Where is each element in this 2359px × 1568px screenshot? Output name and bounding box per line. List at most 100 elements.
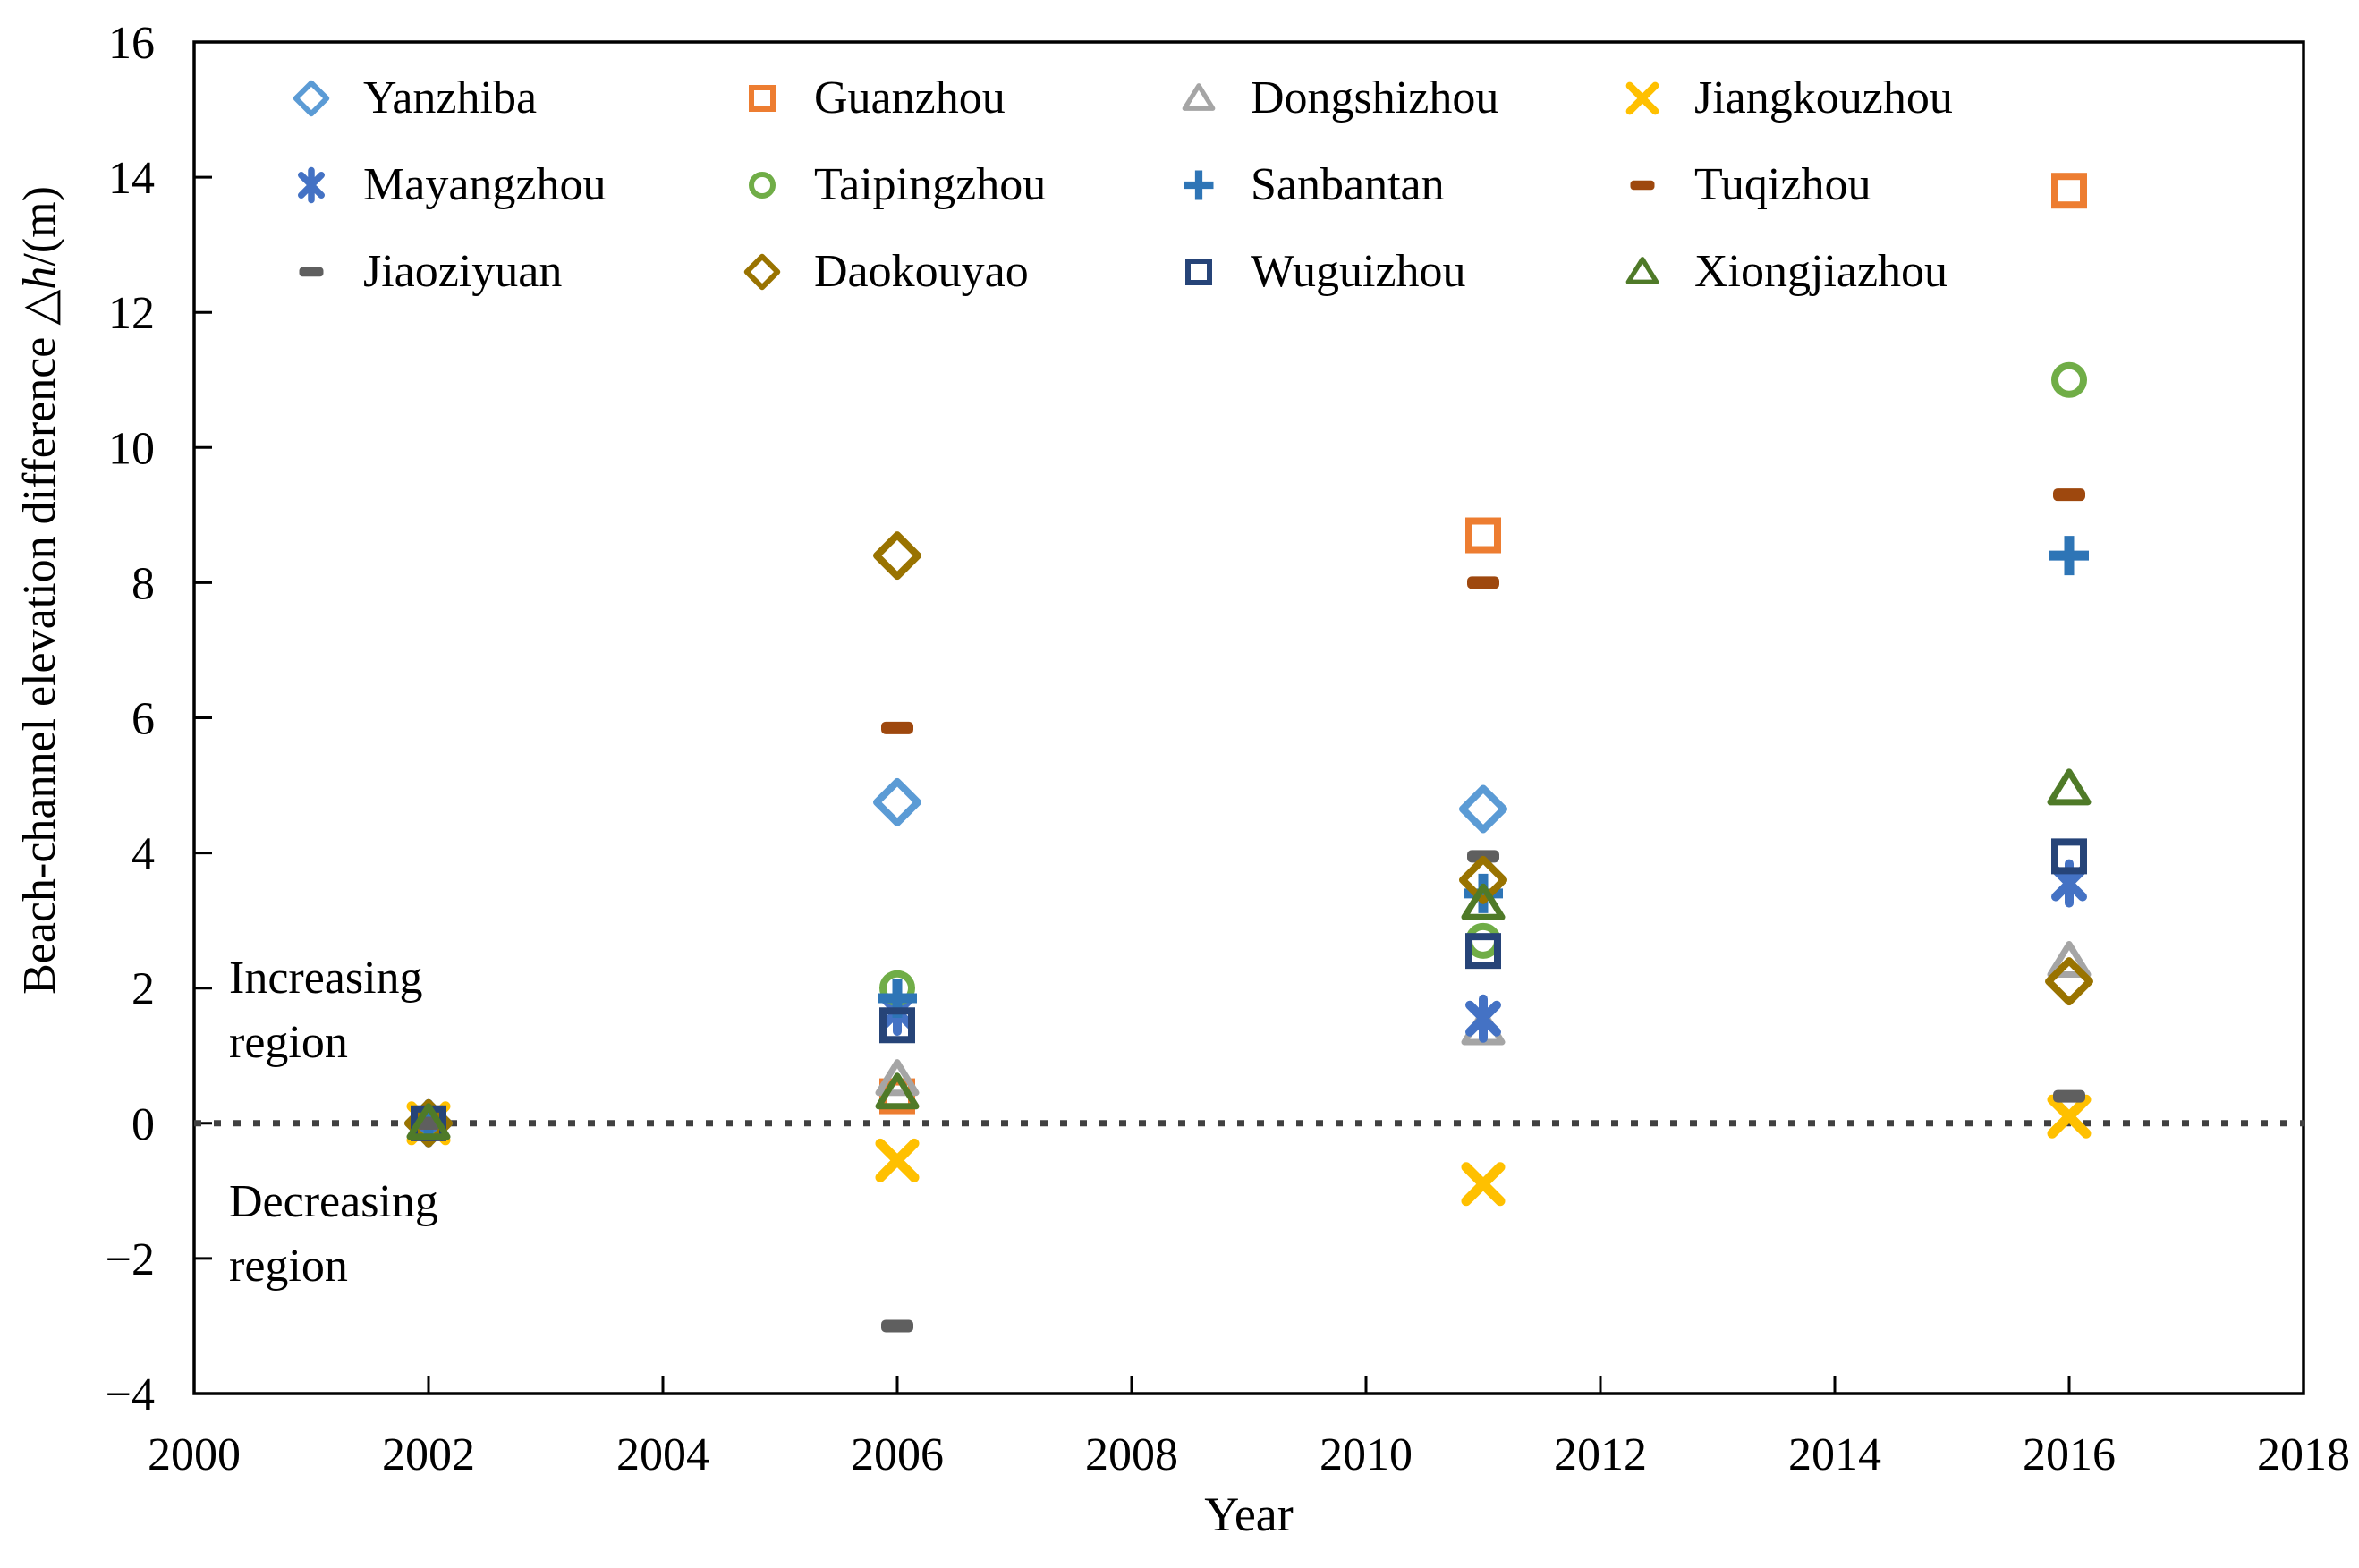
- open-triangle-marker: [2047, 940, 2092, 978]
- open-square-icon: [749, 84, 776, 112]
- dash-marker: [2053, 1089, 2085, 1103]
- legend-label: Xiongjiazhou: [1694, 246, 1948, 297]
- x-tick-label: 2000: [148, 1429, 241, 1480]
- open-square-marker: [879, 1007, 915, 1044]
- asterisk-marker: [1465, 994, 1501, 1043]
- open-diamond-marker: [1459, 855, 1507, 904]
- series-dongshizhou: [406, 940, 2092, 1140]
- y-tick-label: 10: [108, 423, 155, 474]
- open-square-marker: [2051, 173, 2087, 209]
- open-circle-icon: [749, 171, 776, 199]
- open-diamond-marker: [2045, 957, 2093, 1006]
- open-circle-marker: [2051, 361, 2087, 398]
- open-circle-marker: [749, 171, 776, 199]
- x-tick-label: 2002: [382, 1429, 475, 1480]
- series-jiaoziyuan: [412, 850, 2085, 1333]
- open-diamond-marker: [873, 531, 921, 581]
- y-tick-label: 4: [132, 829, 155, 880]
- series-taipingzhou: [411, 361, 2087, 1141]
- open-triangle-marker: [1461, 883, 1506, 920]
- open-triangle-marker: [406, 1103, 451, 1140]
- y-tick-label: 14: [108, 153, 155, 204]
- legend-item-guanzhou: Guanzhou: [742, 72, 1179, 124]
- series-jiangkouzhou: [406, 1094, 2092, 1207]
- legend-label: Sanbantan: [1251, 159, 1445, 210]
- legend-label: Daokouyao: [814, 246, 1029, 297]
- y-tick-label: 2: [132, 964, 155, 1015]
- series-sanbantan: [409, 536, 2089, 1143]
- open-triangle-icon: [1625, 256, 1659, 284]
- dash-marker: [881, 1319, 913, 1333]
- plus-marker: [2049, 536, 2089, 576]
- series-wuguizhou: [411, 838, 2087, 1141]
- open-diamond-marker: [873, 777, 921, 826]
- plus-marker: [1184, 170, 1214, 199]
- y-tick-label: 16: [108, 18, 155, 69]
- y-tick-label: −2: [106, 1234, 155, 1285]
- open-diamond-marker: [743, 253, 781, 290]
- open-square-marker: [1185, 258, 1212, 285]
- series-tuqizhou: [412, 488, 2085, 1130]
- plus-marker: [1464, 873, 1503, 913]
- legend-item-tuqizhou: Tuqizhou: [1623, 158, 2070, 211]
- legend: Yanzhiba Guanzhou Dongshizhou Jiangkouzhou M…: [292, 55, 2070, 315]
- x-tick-label: 2004: [616, 1429, 709, 1480]
- legend-item-jiangkouzhou: Jiangkouzhou: [1623, 72, 2070, 124]
- open-diamond-marker: [293, 80, 330, 116]
- open-diamond-icon: [293, 80, 330, 116]
- y-tick-label: 12: [108, 288, 155, 339]
- x-cross-icon: [1625, 81, 1659, 114]
- open-triangle-marker: [1625, 256, 1659, 284]
- dash-marker: [881, 721, 913, 734]
- y-axis-title: Beach-channel elevation difference △h/(m…: [13, 186, 66, 995]
- y-tick-label: 6: [132, 694, 155, 745]
- x-cross-marker: [1625, 81, 1659, 114]
- y-tick-label: 8: [132, 558, 155, 609]
- y-axis-title-h: h: [14, 266, 65, 290]
- dash-marker: [1630, 180, 1655, 190]
- series-yanzhiba: [404, 777, 1507, 1148]
- x-cross-marker: [875, 1138, 920, 1182]
- legend-item-wuguizhou: Wuguizhou: [1179, 245, 1623, 298]
- legend-item-yanzhiba: Yanzhiba: [292, 72, 742, 124]
- legend-label: Yanzhiba: [363, 72, 538, 123]
- open-square-marker: [1465, 517, 1501, 554]
- open-square-marker: [2051, 838, 2087, 875]
- legend-label: Mayangzhou: [363, 159, 607, 210]
- x-tick-label: 2016: [2023, 1429, 2116, 1480]
- dash-marker: [299, 267, 324, 276]
- legend-item-mayangzhou: Mayangzhou: [292, 158, 742, 211]
- dash-icon: [1630, 180, 1655, 190]
- x-tick-label: 2018: [2257, 1429, 2350, 1480]
- legend-label: Jiangkouzhou: [1694, 72, 1953, 123]
- legend-item-dongshizhou: Dongshizhou: [1179, 72, 1623, 124]
- legend-item-taipingzhou: Taipingzhou: [742, 158, 1179, 211]
- legend-label: Tuqizhou: [1694, 159, 1871, 210]
- legend-item-daokouyao: Daokouyao: [742, 245, 1179, 298]
- x-cross-marker: [1461, 1162, 1506, 1207]
- plus-icon: [1184, 170, 1214, 199]
- open-square-icon: [1185, 258, 1212, 285]
- dash-icon: [299, 267, 324, 276]
- open-triangle-icon: [1182, 82, 1216, 111]
- open-triangle-marker: [1182, 82, 1216, 111]
- legend-label: Guanzhou: [814, 72, 1006, 123]
- series-mayangzhou: [411, 859, 2087, 1148]
- legend-item-sanbantan: Sanbantan: [1179, 158, 1623, 211]
- x-tick-label: 2012: [1554, 1429, 1647, 1480]
- asterisk-icon: [298, 166, 325, 203]
- open-triangle-marker: [2047, 768, 2092, 806]
- open-square-marker: [749, 84, 776, 112]
- asterisk-marker: [298, 166, 325, 203]
- x-tick-label: 2008: [1085, 1429, 1178, 1480]
- legend-label: Taipingzhou: [814, 159, 1047, 210]
- y-axis-title-prefix: Beach-channel elevation difference △: [14, 289, 65, 995]
- x-tick-label: 2010: [1320, 1429, 1413, 1480]
- y-tick-label: 0: [132, 1099, 155, 1150]
- annotation-decreasing-region: Decreasing region: [229, 1176, 438, 1292]
- x-axis-title: Year: [1204, 1487, 1294, 1541]
- series-guanzhou: [411, 173, 2087, 1141]
- y-tick-label: −4: [106, 1369, 155, 1420]
- dash-marker: [2053, 488, 2085, 502]
